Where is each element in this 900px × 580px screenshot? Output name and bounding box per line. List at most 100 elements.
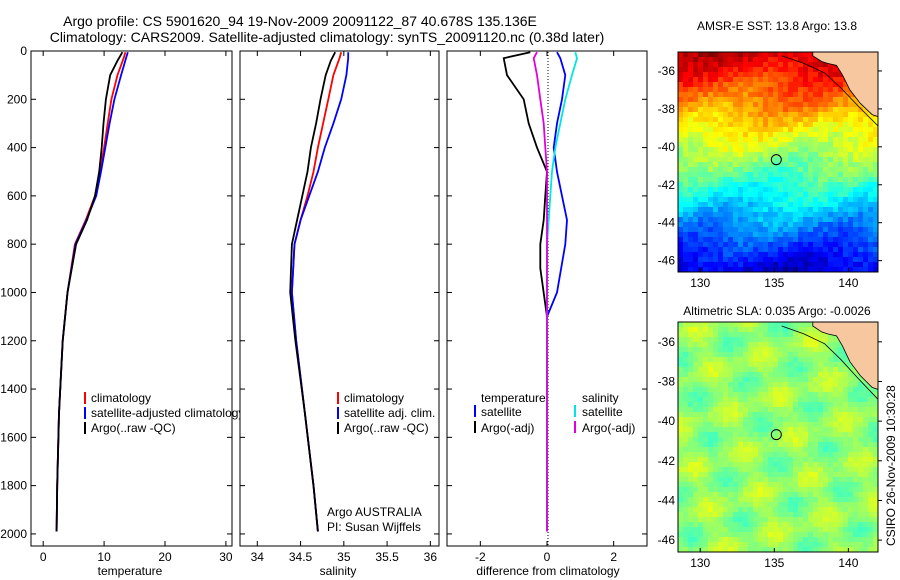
heatmap-cell xyxy=(713,122,719,128)
heatmap-cell xyxy=(698,137,704,143)
heatmap-cell xyxy=(678,367,684,373)
heatmap-cell xyxy=(783,357,789,363)
heatmap-cell xyxy=(743,237,749,243)
heatmap-cell xyxy=(743,362,749,368)
heatmap-cell xyxy=(853,157,859,163)
heatmap-cell xyxy=(723,417,729,423)
heatmap-cell xyxy=(758,517,764,523)
heatmap-cell xyxy=(733,462,739,468)
heatmap-cell xyxy=(823,247,829,253)
heatmap-cell xyxy=(748,427,754,433)
heatmap-cell xyxy=(818,472,824,478)
heatmap-cell xyxy=(873,457,879,463)
heatmap-cell xyxy=(733,237,739,243)
heatmap-cell xyxy=(788,107,794,113)
heatmap-cell xyxy=(803,247,809,253)
heatmap-cell xyxy=(773,487,779,493)
heatmap-cell xyxy=(853,202,859,208)
argo-australia-label: Argo AUSTRALIA xyxy=(327,505,422,519)
heatmap-cell xyxy=(848,437,854,443)
heatmap-cell xyxy=(778,77,784,83)
heatmap-cell xyxy=(798,467,804,473)
heatmap-cell xyxy=(678,117,684,123)
heatmap-cell xyxy=(823,262,829,268)
heatmap-cell xyxy=(798,257,804,263)
heatmap-cell xyxy=(678,442,684,448)
heatmap-cell xyxy=(738,402,744,408)
heatmap-cell xyxy=(733,352,739,358)
heatmap-cell xyxy=(873,252,879,258)
heatmap-cell xyxy=(678,397,684,403)
heatmap-cell xyxy=(823,522,829,528)
heatmap-cell xyxy=(698,412,704,418)
heatmap-cell xyxy=(688,187,694,193)
heatmap-cell xyxy=(713,342,719,348)
heatmap-cell xyxy=(708,362,714,368)
heatmap-cell xyxy=(823,487,829,493)
heatmap-cell xyxy=(788,327,794,333)
heatmap-cell xyxy=(738,182,744,188)
heatmap-cell xyxy=(748,522,754,528)
heatmap-cell xyxy=(703,212,709,218)
heatmap-cell xyxy=(858,157,864,163)
heatmap-cell xyxy=(833,117,839,123)
heatmap-cell xyxy=(713,397,719,403)
heatmap-cell xyxy=(753,57,759,63)
heatmap-cell xyxy=(738,142,744,148)
heatmap-cell xyxy=(733,532,739,538)
heatmap-cell xyxy=(698,502,704,508)
heatmap-cell xyxy=(743,407,749,413)
heatmap-cell xyxy=(703,532,709,538)
heatmap-cell xyxy=(723,512,729,518)
heatmap-cell xyxy=(683,437,689,443)
heatmap-cell xyxy=(863,487,869,493)
heatmap-cell xyxy=(768,457,774,463)
heatmap-cell xyxy=(808,382,814,388)
heatmap-cell xyxy=(678,502,684,508)
heatmap-cell xyxy=(733,222,739,228)
heatmap-cell xyxy=(778,387,784,393)
heatmap-cell xyxy=(728,332,734,338)
heatmap-cell xyxy=(783,442,789,448)
heatmap-cell xyxy=(813,147,819,153)
heatmap-cell xyxy=(853,382,859,388)
heatmap-cell xyxy=(758,72,764,78)
heatmap-cell xyxy=(848,537,854,543)
heatmap-cell xyxy=(863,397,869,403)
heatmap-cell xyxy=(733,192,739,198)
heatmap-cell xyxy=(798,52,804,58)
heatmap-cell xyxy=(733,457,739,463)
heatmap-cell xyxy=(683,227,689,233)
heatmap-cell xyxy=(828,427,834,433)
heatmap-cell xyxy=(753,207,759,213)
heatmap-cell xyxy=(703,162,709,168)
heatmap-cell xyxy=(793,217,799,223)
heatmap-cell xyxy=(778,412,784,418)
heatmap-cell xyxy=(718,432,724,438)
heatmap-cell xyxy=(823,162,829,168)
heatmap-cell xyxy=(828,352,834,358)
heatmap-cell xyxy=(868,112,874,118)
heatmap-cell xyxy=(838,452,844,458)
heatmap-cell xyxy=(848,457,854,463)
heatmap-cell xyxy=(748,477,754,483)
heatmap-cell xyxy=(793,162,799,168)
heatmap-cell xyxy=(753,427,759,433)
heatmap-cell xyxy=(813,412,819,418)
heatmap-cell xyxy=(693,352,699,358)
heatmap-cell xyxy=(858,242,864,248)
heatmap-cell xyxy=(753,377,759,383)
heatmap-cell xyxy=(788,217,794,223)
heatmap-cell xyxy=(828,82,834,88)
heatmap-cell xyxy=(813,452,819,458)
heatmap-cell xyxy=(748,347,754,353)
heatmap-cell xyxy=(798,82,804,88)
heatmap-cell xyxy=(763,542,769,548)
heatmap-cell xyxy=(763,52,769,58)
heatmap-cell xyxy=(708,147,714,153)
heatmap-cell xyxy=(798,97,804,103)
heatmap-cell xyxy=(743,172,749,178)
heatmap-cell xyxy=(763,207,769,213)
heatmap-cell xyxy=(793,182,799,188)
heatmap-cell xyxy=(873,167,879,173)
